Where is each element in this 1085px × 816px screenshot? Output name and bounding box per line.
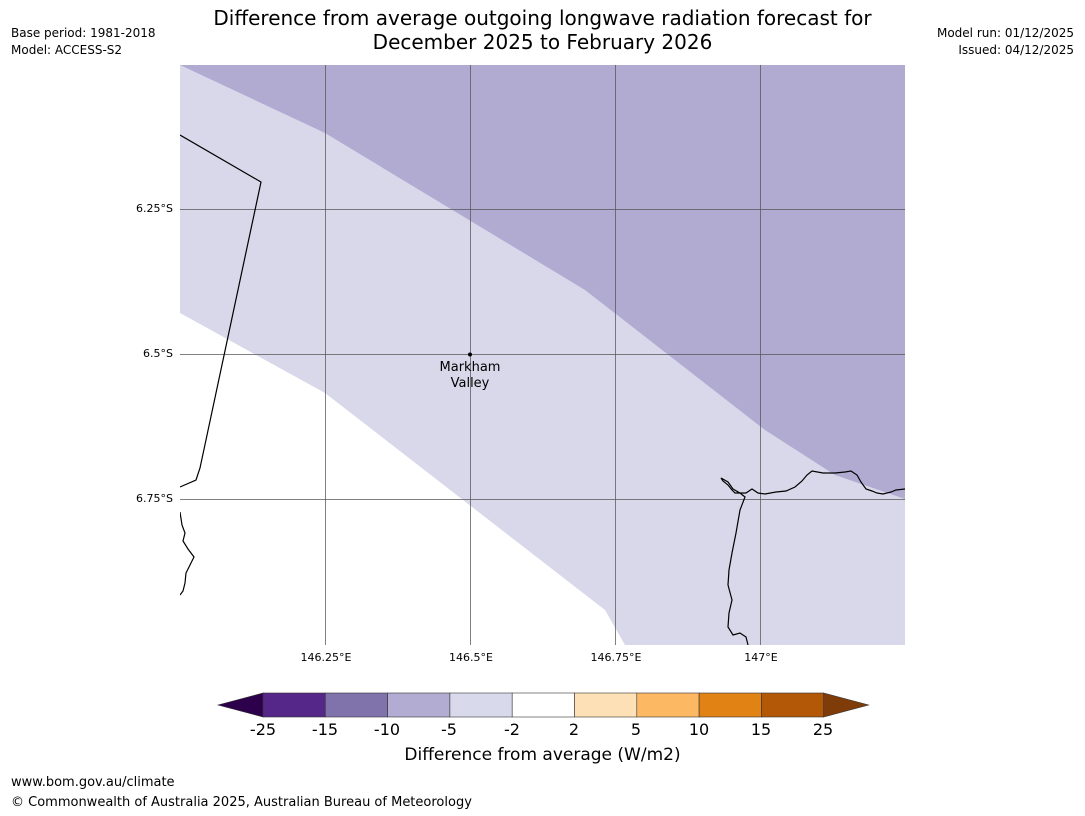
colorbar-tick-label: 2	[568, 720, 580, 739]
model-name: Model: ACCESS-S2	[11, 43, 123, 57]
map-title: Difference from average outgoing longwav…	[0, 6, 1085, 54]
forecast-map	[180, 65, 905, 645]
colorbar-swatch	[387, 692, 451, 718]
shade-region-dark	[180, 65, 905, 499]
map-title-line1: Difference from average outgoing longwav…	[213, 6, 872, 30]
colorbar-tick-label: -10	[373, 720, 401, 739]
colorbar-extend-low	[216, 692, 264, 718]
colorbar-swatches	[216, 692, 870, 718]
lat-label-6-75: 6.75°S	[136, 492, 173, 505]
coastline-east	[720, 470, 905, 645]
colorbar-swatch	[262, 692, 326, 718]
map-title-line2: December 2025 to February 2026	[372, 30, 713, 54]
colorbar-tick-label: -5	[441, 720, 457, 739]
place-name-line1: Markham	[439, 360, 501, 375]
lon-label-146-75: 146.75°E	[590, 651, 642, 664]
markham-valley-marker	[468, 352, 472, 357]
colorbar-tick-label: -15	[311, 720, 339, 739]
colorbar-extend-high	[823, 692, 870, 718]
colorbar-tick-label: 25	[812, 720, 834, 739]
place-name-line2: Valley	[450, 376, 490, 391]
colorbar-swatch	[449, 692, 513, 718]
model-run: Model run: 01/12/2025	[936, 26, 1074, 40]
header-left-meta: Base period: 1981-2018 Model: ACCESS-S2	[11, 25, 156, 59]
colorbar	[216, 692, 870, 718]
footer-url[interactable]: www.bom.gov.au/climate	[11, 775, 175, 790]
colorbar-tick-label: -2	[504, 720, 520, 739]
colorbar-title: Difference from average (W/m2)	[404, 745, 681, 765]
colorbar-swatch	[636, 692, 700, 718]
coastline-west	[180, 511, 195, 596]
colorbar-swatch	[698, 692, 762, 718]
colorbar-tick-label: 15	[750, 720, 772, 739]
footer-copyright: © Commonwealth of Australia 2025, Austra…	[11, 795, 472, 810]
colorbar-tick-label: 5	[630, 720, 642, 739]
lat-label-6-5: 6.5°S	[143, 347, 173, 360]
base-period: Base period: 1981-2018	[11, 26, 156, 40]
colorbar-swatch	[511, 692, 575, 718]
lon-label-147: 147°E	[744, 651, 778, 664]
colorbar-tick-label: -25	[249, 720, 277, 739]
lat-label-6-25: 6.25°S	[136, 202, 173, 215]
colorbar-swatch	[574, 692, 638, 718]
colorbar-swatch	[761, 692, 825, 718]
colorbar-swatch	[325, 692, 388, 718]
border-line	[180, 134, 262, 488]
issued-date: Issued: 04/12/2025	[958, 43, 1074, 57]
lon-label-146-25: 146.25°E	[300, 651, 352, 664]
lon-label-146-5: 146.5°E	[449, 651, 493, 664]
place-label-markham-valley: Markham Valley	[420, 360, 520, 392]
graticule	[180, 65, 905, 645]
colorbar-tick-label: 10	[688, 720, 710, 739]
header-right-meta: Model run: 01/12/2025 Issued: 04/12/2025	[937, 25, 1074, 59]
